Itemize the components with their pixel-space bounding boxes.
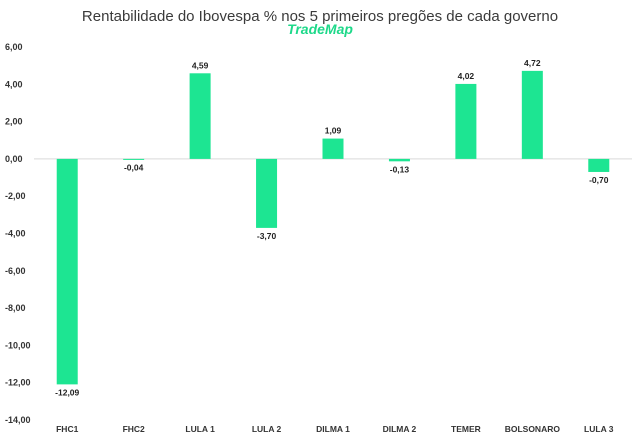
bar-fhc1 [56, 158, 78, 385]
y-tick-label: 2,00 [5, 117, 23, 127]
bar-lula-3 [588, 158, 610, 172]
x-tick-label: LULA 3 [584, 424, 614, 434]
bar-bolsonaro [521, 70, 543, 159]
brand-logo-text: TradeMap [287, 21, 353, 37]
x-tick-label: DILMA 1 [316, 424, 350, 434]
bars [56, 70, 610, 385]
x-tick-label: TEMER [451, 424, 481, 434]
y-tick-label: -2,00 [5, 191, 26, 201]
bar-lula-2 [256, 158, 278, 228]
data-label: 1,09 [325, 126, 342, 136]
x-tick-label: DILMA 2 [383, 424, 417, 434]
y-tick-label: -10,00 [5, 340, 31, 350]
x-axis: FHC1 FHC2 LULA 1 LULA 2 DILMA 1 DILMA 2 TEMER B… [56, 424, 614, 434]
bar-dilma-1 [322, 138, 344, 159]
bar-dilma-2 [388, 158, 410, 162]
x-tick-label: LULA 1 [185, 424, 215, 434]
y-tick-label: 0,00 [5, 154, 23, 164]
data-label: 4,72 [524, 58, 541, 68]
x-tick-label: LULA 2 [252, 424, 282, 434]
y-tick-label: -6,00 [5, 266, 26, 276]
y-axis: 6,00 4,00 2,00 0,00 -2,00 -4,00 -6,00 -8,00 -10,… [5, 42, 31, 425]
x-tick-label: FHC1 [56, 424, 78, 434]
bar-lula-1 [189, 73, 211, 159]
x-tick-label: BOLSONARO [505, 424, 561, 434]
data-labels: -12,09 -0,04 4,59 -3,70 1,09 -0,13 4,02 4,72 -0,… [55, 58, 609, 398]
data-label: -12,09 [55, 387, 79, 397]
y-tick-label: 6,00 [5, 42, 23, 52]
data-label: -0,70 [589, 175, 609, 185]
y-tick-label: -14,00 [5, 415, 31, 425]
data-label: 4,59 [192, 60, 209, 70]
data-label: 4,02 [458, 71, 475, 81]
data-label: -0,13 [390, 164, 410, 174]
data-label: -3,70 [257, 231, 277, 241]
y-tick-label: -8,00 [5, 303, 26, 313]
x-tick-label: FHC2 [123, 424, 145, 434]
bar-temer [455, 83, 477, 159]
data-label: -0,04 [124, 163, 144, 173]
y-tick-label: -4,00 [5, 229, 26, 239]
y-tick-label: -12,00 [5, 378, 31, 388]
y-tick-label: 4,00 [5, 79, 23, 89]
chart-title: Rentabilidade do Ibovespa % nos 5 primei… [81, 8, 559, 25]
bar-fhc2 [123, 158, 145, 160]
